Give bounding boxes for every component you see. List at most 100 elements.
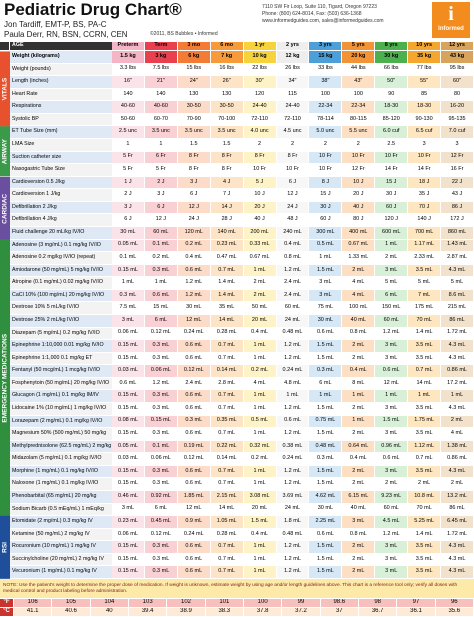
cell: 0.3 mL: [144, 541, 178, 554]
row-label: Phenobarbital (65 mg/mL) 20 mg/kg: [10, 491, 112, 504]
cell: 60 mL: [375, 503, 409, 517]
cell: 6 mL: [375, 289, 409, 303]
cell: 0.86 mL: [441, 453, 474, 466]
cell: 0.6 mL: [375, 453, 409, 466]
cell: 1.2 mL: [276, 566, 310, 579]
cell: 85-120: [375, 113, 409, 127]
cell: 8 Fr: [210, 164, 244, 177]
cell: 4.3 mL: [441, 541, 474, 554]
cell: 1 mL: [112, 277, 145, 290]
cell: 0.24 mL: [276, 365, 310, 378]
cell: 2 J: [112, 189, 145, 202]
cell: 3 mL: [375, 352, 409, 366]
row-label: LMA Size: [10, 139, 112, 152]
cell: 24 mL: [276, 315, 310, 328]
cell: 0.3 mL: [144, 403, 178, 416]
cell: 2 mL: [375, 478, 409, 491]
cell: 5 mL: [375, 277, 409, 290]
cell: 90: [375, 88, 409, 102]
cell: 1.2 mL: [276, 264, 310, 278]
cell: 43": [342, 76, 376, 89]
cell: 10 Fr: [408, 151, 442, 165]
cell: 0.06 mL: [112, 528, 145, 542]
age-header: Term: [144, 42, 178, 51]
cell: 0.12 mL: [144, 327, 178, 341]
cell: 2 mL: [441, 415, 474, 429]
row-label: Sodium Bicarb (0.5 mEq/mL) 1 mEq/kg: [10, 503, 112, 517]
cell: 2: [342, 139, 376, 152]
cell: 8 Fr: [177, 151, 211, 165]
cell: 0.6 mL: [177, 465, 211, 479]
cell: 8 Fr: [276, 151, 310, 165]
row-label: Epinephrine 1:10,000 0.01 mg/kg IV/IO: [10, 340, 112, 353]
cell: 12 mL: [177, 315, 211, 328]
row-label: Weight (pounds): [10, 63, 112, 77]
cell: 0.5 mL: [309, 239, 343, 253]
cell: 0.8 mL: [342, 327, 376, 341]
cell: 80: [441, 88, 474, 102]
cell: 0.3 mL: [144, 566, 178, 579]
cell: 24 mL: [276, 503, 310, 517]
cell: 0.15 mL: [112, 478, 145, 491]
cell: 3.5 mL: [408, 553, 442, 567]
cell: 40 J: [243, 214, 277, 227]
cell: 26": [210, 76, 244, 89]
cell: 0.3 mL: [144, 352, 178, 366]
cell: 8 Fr: [177, 164, 211, 177]
cell: 0.7 mL: [210, 390, 244, 403]
cell: 3 mL: [309, 277, 343, 290]
cell: 80 J: [342, 214, 376, 227]
cell: 1: [112, 139, 145, 152]
cell: 0.7 mL: [210, 264, 244, 278]
cell: 0.1 mL: [112, 252, 145, 265]
cell: 1.2 mL: [276, 541, 310, 554]
cell: 0.48 mL: [276, 327, 310, 341]
cell: 0.48 mL: [276, 528, 310, 542]
cell: 2 mL: [408, 478, 442, 491]
cell: 3: [441, 139, 474, 152]
cell: 20 mL: [243, 315, 277, 328]
cell: 44 lbs: [342, 63, 376, 77]
cell: 5 Fr: [112, 164, 145, 177]
cell: 1.38 mL: [441, 440, 474, 454]
temp-cell: 105: [52, 599, 91, 608]
cell: 40-60: [144, 101, 178, 114]
row-label: Suction catheter size: [10, 151, 112, 165]
cell: 1.2 mL: [375, 327, 409, 341]
cell: 400 mL: [342, 227, 376, 240]
temp-label: °C: [0, 608, 14, 617]
cell: 1 mL: [375, 239, 409, 253]
cell: 77 lbs: [408, 63, 442, 77]
temp-cell: 37: [320, 608, 359, 617]
cell: 60 mL: [144, 227, 178, 240]
cell: 30 mL: [112, 227, 145, 240]
cell: 0.3 mL: [144, 465, 178, 479]
cell: 2.8 mL: [210, 377, 244, 391]
cell: 1.2 mL: [276, 352, 310, 366]
cell: 3.5 mL: [408, 541, 442, 554]
cell: 10 Fr: [276, 164, 310, 177]
cell: 130: [210, 88, 244, 102]
cell: 5.0 unc: [309, 126, 343, 139]
cell: 10 Fr: [309, 164, 343, 177]
cell: 1.05 mL: [210, 516, 244, 529]
cell: 0.7 mL: [210, 465, 244, 479]
cell: 0.6 mL: [177, 403, 211, 416]
cell: 1.5 mL: [309, 428, 343, 441]
cell: 24-40: [276, 101, 310, 114]
cell: 0.06 mL: [112, 327, 145, 341]
cell: 34": [276, 76, 310, 89]
note: NOTE: Use the patient's weight to determ…: [0, 579, 474, 599]
cell: 78-114: [309, 113, 343, 127]
cell: 0.3 mL: [144, 478, 178, 491]
row-label: Succinylcholine (20 mg/mL) 2 mg/kg IV: [10, 553, 112, 567]
cell: 16 Fr: [441, 164, 474, 177]
cell: 1 mL: [144, 277, 178, 290]
cell: 140: [112, 88, 145, 102]
cell: 6.15 mL: [342, 491, 376, 504]
cell: 0.2 mL: [243, 453, 277, 466]
cell: 1.5 mL: [309, 352, 343, 366]
cell: 1.4 mL: [408, 327, 442, 341]
cell: 30 mL: [177, 302, 211, 315]
cell: 1 mL: [243, 541, 277, 554]
